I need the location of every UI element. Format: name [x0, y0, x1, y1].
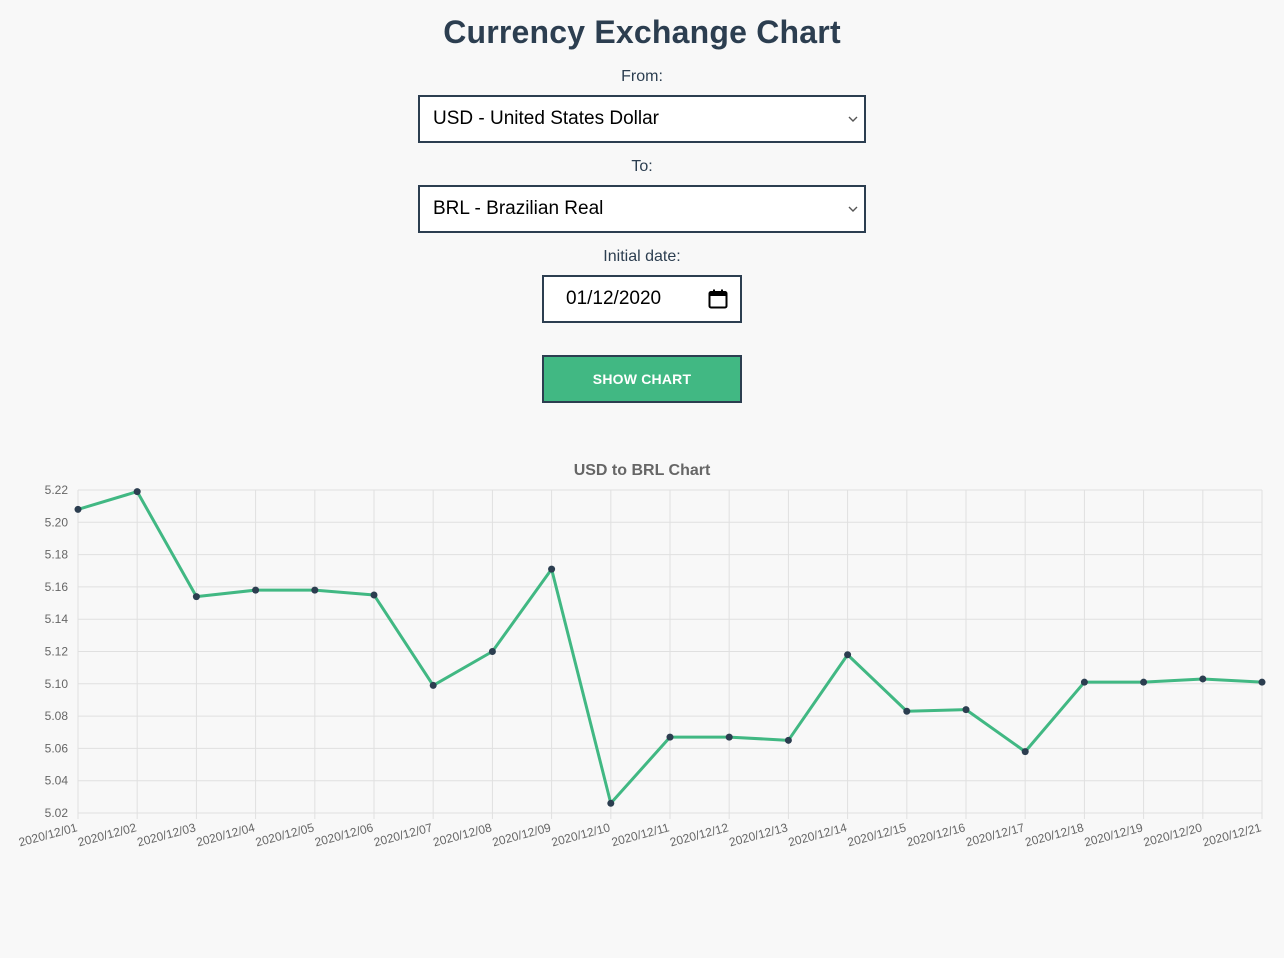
x-tick-label: 2020/12/19	[1083, 820, 1145, 849]
x-tick-label: 2020/12/01	[17, 820, 79, 849]
chevron-down-icon	[847, 112, 859, 126]
x-tick-label: 2020/12/05	[254, 820, 316, 849]
x-tick-label: 2020/12/09	[491, 820, 553, 849]
data-point[interactable]	[1080, 678, 1088, 686]
data-point[interactable]	[1258, 678, 1266, 686]
data-point[interactable]	[311, 586, 319, 594]
data-point[interactable]	[1021, 748, 1029, 756]
data-point[interactable]	[784, 736, 792, 744]
x-tick-label: 2020/12/10	[550, 820, 612, 849]
x-tick-label: 2020/12/17	[964, 820, 1026, 849]
y-tick-label: 5.06	[45, 741, 69, 755]
x-tick-label: 2020/12/14	[787, 820, 849, 849]
x-tick-label: 2020/12/21	[1201, 820, 1263, 849]
chart-svg: USD to BRL Chart 5.22 5.20 5.18 5.16 5.14 5.1…	[17, 462, 1266, 849]
y-tick-label: 5.02	[45, 806, 69, 820]
initial-date-label: Initial date:	[603, 248, 681, 265]
x-tick-label: 2020/12/12	[668, 820, 730, 849]
x-tick-label: 2020/12/16	[905, 820, 967, 849]
y-tick-label: 5.18	[45, 548, 69, 562]
y-tick-label: 5.16	[45, 580, 69, 594]
y-tick-label: 5.10	[45, 677, 69, 691]
page-title: Currency Exchange Chart	[443, 14, 841, 50]
chart-title: USD to BRL Chart	[574, 462, 711, 479]
data-point[interactable]	[429, 681, 437, 689]
calendar-icon[interactable]	[708, 289, 728, 309]
from-currency-select[interactable]: USD - United States Dollar	[418, 95, 866, 143]
initial-date-value: 01/12/2020	[566, 288, 662, 309]
data-point[interactable]	[962, 706, 970, 714]
show-chart-button[interactable]: SHOW CHART	[542, 355, 742, 403]
y-tick-label: 5.22	[45, 483, 69, 497]
data-point[interactable]	[725, 733, 733, 741]
y-tick-label: 5.12	[45, 645, 69, 659]
y-tick-label: 5.20	[45, 515, 69, 529]
data-point[interactable]	[903, 707, 911, 715]
y-axis-ticks: 5.22 5.20 5.18 5.16 5.14 5.12 5.10 5.08 5.06 5.04…	[45, 483, 69, 820]
x-tick-label: 2020/12/08	[432, 820, 494, 849]
initial-date-input[interactable]: 01/12/2020	[542, 275, 742, 323]
x-axis-ticks: 2020/12/012020/12/022020/12/032020/12/04…	[17, 820, 1263, 849]
exchange-chart: USD to BRL Chart 5.22 5.20 5.18 5.16 5.14 5.1…	[0, 450, 1284, 860]
data-point[interactable]	[252, 586, 260, 594]
x-tick-label: 2020/12/20	[1142, 820, 1204, 849]
data-point[interactable]	[133, 488, 141, 496]
x-tick-label: 2020/12/02	[76, 820, 138, 849]
x-tick-label: 2020/12/13	[728, 820, 790, 849]
data-point[interactable]	[370, 591, 378, 599]
data-point[interactable]	[607, 799, 615, 807]
data-point[interactable]	[548, 565, 556, 573]
x-tick-label: 2020/12/11	[610, 820, 671, 849]
y-tick-label: 5.08	[45, 709, 69, 723]
from-label: From:	[621, 68, 663, 85]
x-tick-label: 2020/12/15	[846, 820, 908, 849]
data-point[interactable]	[192, 593, 200, 601]
data-point[interactable]	[74, 505, 82, 513]
to-currency-value: BRL - Brazilian Real	[433, 198, 604, 219]
data-point[interactable]	[1140, 678, 1148, 686]
x-tick-label: 2020/12/18	[1024, 820, 1086, 849]
to-label: To:	[631, 158, 653, 175]
data-point[interactable]	[488, 648, 496, 655]
chart-grid	[77, 489, 1263, 819]
x-tick-label: 2020/12/07	[372, 820, 434, 849]
x-tick-label: 2020/12/04	[195, 820, 257, 849]
y-tick-label: 5.14	[45, 612, 69, 626]
from-currency-value: USD - United States Dollar	[433, 108, 659, 129]
data-point[interactable]	[1199, 675, 1207, 683]
data-point[interactable]	[844, 651, 852, 659]
chevron-down-icon	[847, 202, 859, 216]
data-point[interactable]	[666, 733, 674, 741]
data-points	[74, 488, 1266, 807]
y-tick-label: 5.04	[45, 774, 69, 788]
x-tick-label: 2020/12/03	[136, 820, 198, 849]
to-currency-select[interactable]: BRL - Brazilian Real	[418, 185, 866, 233]
x-tick-label: 2020/12/06	[313, 820, 375, 849]
